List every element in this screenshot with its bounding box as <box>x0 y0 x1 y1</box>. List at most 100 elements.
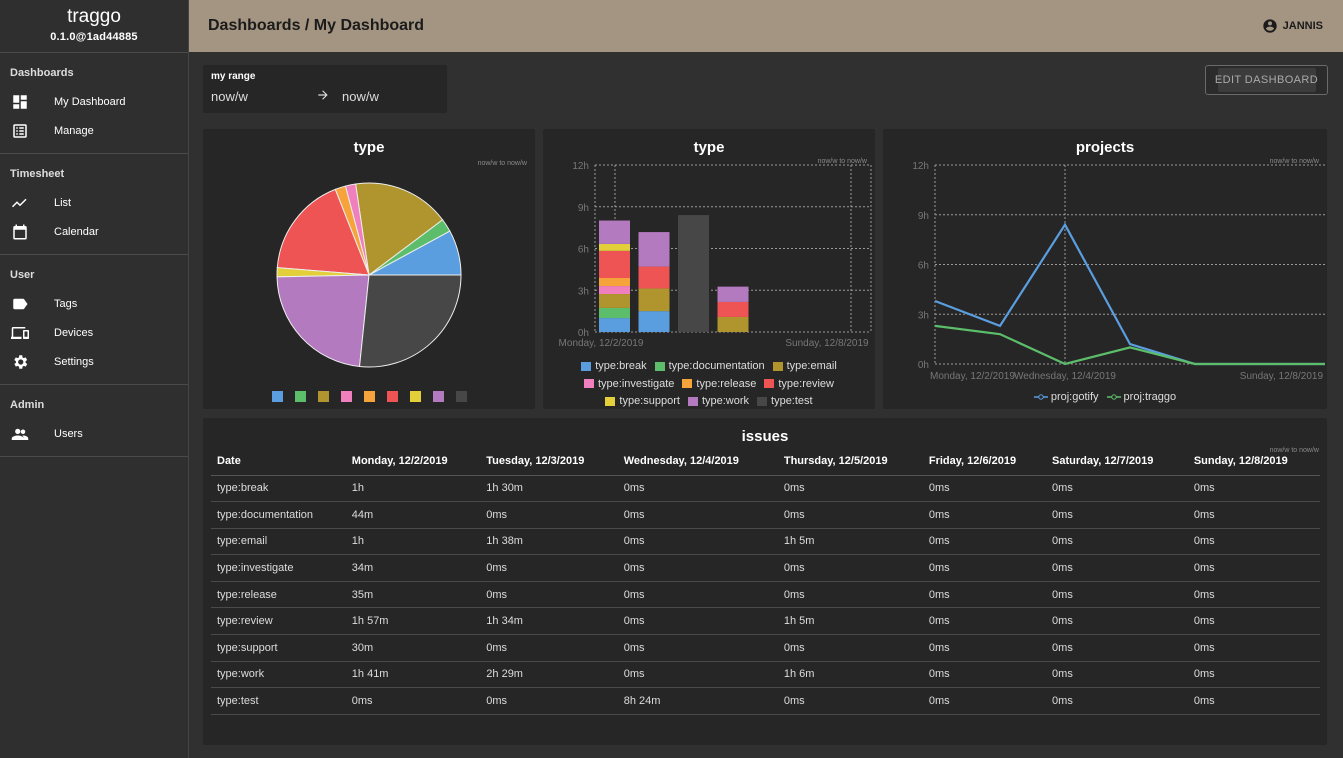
bar-segment-review[interactable] <box>717 301 749 317</box>
table-row: type:break 1h 1h 30m 0ms 0ms 0ms 0ms 0ms <box>211 475 1320 503</box>
range-to-input[interactable]: now/w <box>342 89 379 104</box>
bar-segment-test[interactable] <box>678 215 709 332</box>
bar-segment-break[interactable] <box>638 311 670 332</box>
bar-legend-item[interactable]: type:support <box>605 393 680 409</box>
pie-legend-swatch[interactable] <box>340 391 352 402</box>
duration-cell: 0ms <box>617 581 778 609</box>
bar-legend-item[interactable]: type:investigate <box>583 376 674 392</box>
bar-segment-release[interactable] <box>599 278 630 287</box>
sidebar-item-devices[interactable]: Devices <box>0 318 188 347</box>
duration-cell: 0ms <box>922 581 1047 609</box>
range-from-input[interactable]: now/w <box>211 89 248 104</box>
line-legend: proj:gotify proj:traggo <box>883 391 1327 404</box>
pie-legend-swatch[interactable] <box>294 391 306 402</box>
duration-cell: 1h 41m <box>345 661 481 689</box>
users-icon <box>10 424 30 444</box>
duration-cell: 0ms <box>777 554 923 582</box>
sidebar-item-label: Calendar <box>54 225 99 238</box>
duration-cell: 0ms <box>1046 528 1188 556</box>
nav-section-title: Admin <box>10 399 45 411</box>
bar-segment-break[interactable] <box>599 318 630 332</box>
pie-slice-email[interactable] <box>355 182 444 276</box>
arrow-right-icon <box>316 88 342 105</box>
line-legend-item[interactable]: proj:gotify <box>1033 391 1099 403</box>
pie-legend-swatch[interactable] <box>363 391 375 402</box>
duration-cell: 0ms <box>1046 634 1188 662</box>
bar-segment-email[interactable] <box>717 316 749 332</box>
bar-segment-work[interactable] <box>599 220 630 244</box>
sidebar-item-calendar[interactable]: Calendar <box>0 217 188 246</box>
issues-column-header: Thursday, 12/5/2019 <box>777 448 923 476</box>
row-tag-cell: type:support <box>211 634 346 662</box>
bar-legend-item[interactable]: type:work <box>687 393 749 409</box>
edit-dashboard-button[interactable]: EDIT DASHBOARD <box>1205 65 1328 95</box>
duration-cell: 1h 34m <box>480 607 618 636</box>
sidebar-item-manage[interactable]: Manage <box>0 116 188 145</box>
row-tag-cell: type:review <box>211 607 346 636</box>
bar-segment-review[interactable] <box>638 266 670 289</box>
line-range-note: now/w to now/w <box>1269 158 1319 165</box>
sidebar-item-settings[interactable]: Settings <box>0 347 188 376</box>
duration-cell: 1h 5m <box>777 607 923 636</box>
pie-legend-swatch[interactable] <box>432 391 444 402</box>
pie-legend-swatch[interactable] <box>386 391 398 402</box>
sidebar-item-my-dashboard[interactable]: My Dashboard <box>0 87 188 116</box>
bar-y-tick: 6h <box>578 245 589 256</box>
bar-segment-work[interactable] <box>717 286 749 302</box>
bar-legend-item[interactable]: type:review <box>764 376 834 392</box>
breadcrumb: Dashboards / My Dashboard <box>208 17 425 34</box>
pie-legend-swatch[interactable] <box>409 391 421 402</box>
bar-chart: 0h 3h 6h 9h 12h Monday, 12/2/2019 Sunday, 12/8… <box>559 161 872 349</box>
issues-column-header: Date <box>211 448 346 476</box>
nav-section-timesheet: Timesheet List Calendar <box>0 154 188 255</box>
bar-segment-email[interactable] <box>599 294 630 308</box>
issues-title: issues <box>741 428 789 445</box>
line-series-gotify[interactable] <box>934 222 1325 366</box>
bar-legend-label: type:documentation <box>668 360 765 372</box>
bar-segment-review[interactable] <box>599 250 630 279</box>
duration-cell: 0ms <box>1187 528 1320 556</box>
tag-icon <box>10 294 30 314</box>
nav-section-dashboards: Dashboards My Dashboard Manage <box>0 53 188 154</box>
gear-icon <box>10 352 30 372</box>
duration-cell: 0ms <box>1046 687 1188 715</box>
bar-legend-label: type:review <box>778 377 834 390</box>
pie-slice-review[interactable] <box>276 188 370 276</box>
bar-legend-item[interactable]: type:release <box>682 376 756 392</box>
duration-cell: 0ms <box>617 528 778 556</box>
duration-cell: 0ms <box>480 581 618 609</box>
line-legend-item[interactable]: proj:traggo <box>1106 391 1176 403</box>
line-y-tick: 3h <box>918 310 929 321</box>
bar-legend-item[interactable]: type:break <box>581 358 647 374</box>
bar-legend-item[interactable]: type:documentation <box>654 358 765 374</box>
line-y-tick: 0h <box>918 360 929 371</box>
sidebar-item-label: Tags <box>54 297 78 310</box>
range-label: my range <box>211 71 256 82</box>
duration-cell: 0ms <box>480 554 618 582</box>
account-circle-icon <box>1262 19 1277 33</box>
sidebar-item-list[interactable]: List <box>0 188 188 217</box>
bar-legend-item[interactable]: type:test <box>757 393 813 409</box>
bar-segment-email[interactable] <box>638 288 670 312</box>
user-menu[interactable]: JANNIS <box>1262 18 1323 34</box>
pie-legend-swatch[interactable] <box>317 391 329 402</box>
bar-segment-work[interactable] <box>638 232 670 267</box>
sidebar-item-users[interactable]: Users <box>0 419 188 448</box>
duration-cell: 0ms <box>777 687 923 715</box>
pie-legend-swatch[interactable] <box>455 391 467 402</box>
bar-segment-investigate[interactable] <box>599 286 630 295</box>
line-y-tick: 9h <box>918 211 929 222</box>
bar-segment-documentation[interactable] <box>599 307 630 319</box>
pie-legend-swatch[interactable] <box>271 391 283 402</box>
line-series-traggo[interactable] <box>934 324 1325 366</box>
line-x-tick: Sunday, 12/8/2019 <box>1240 371 1324 382</box>
devices-icon <box>10 323 30 343</box>
pie-slice-test[interactable] <box>358 274 462 368</box>
bar-segment-support[interactable] <box>599 243 630 251</box>
bar-legend-label: type:release <box>696 377 757 390</box>
duration-cell: 0ms <box>1046 501 1188 529</box>
sidebar-item-tags[interactable]: Tags <box>0 289 188 318</box>
pie-slice-work[interactable] <box>276 274 370 368</box>
bar-legend-item[interactable]: type:email <box>772 358 837 374</box>
bar-y-tick: 0h <box>578 328 589 339</box>
